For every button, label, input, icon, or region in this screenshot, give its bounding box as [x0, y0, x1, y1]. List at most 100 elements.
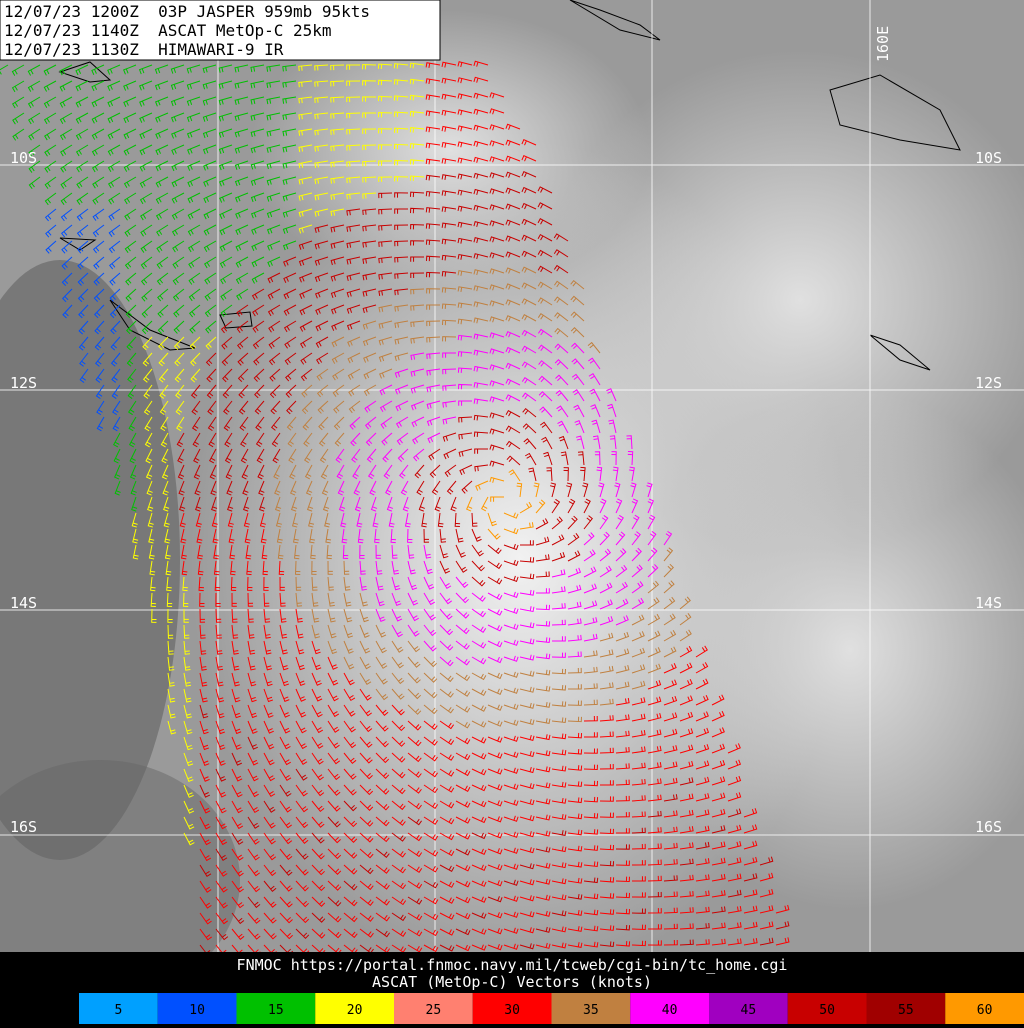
wind-barb: [215, 656, 224, 671]
wind-barb: [375, 640, 387, 654]
wind-barb: [571, 373, 585, 386]
wind-barb: [391, 752, 406, 763]
wind-barb: [489, 188, 505, 195]
wind-barb: [441, 222, 457, 229]
wind-barb: [215, 928, 229, 941]
wind-barb: [523, 438, 537, 450]
wind-barb: [521, 282, 537, 290]
wind-barb: [295, 624, 304, 639]
wind-barb: [519, 501, 533, 514]
wind-barb: [327, 912, 342, 923]
wind-barb: [521, 234, 537, 242]
wind-barb: [44, 176, 57, 189]
wind-barb: [519, 734, 535, 742]
wind-barb: [663, 842, 678, 850]
wind-barb: [92, 240, 105, 254]
wind-barb: [583, 532, 595, 546]
wind-barb: [283, 304, 297, 316]
wind-barb: [590, 404, 601, 418]
wind-barb: [266, 64, 281, 72]
wind-barb: [146, 480, 153, 496]
wind-barb: [140, 208, 153, 221]
wind-barb: [247, 688, 257, 703]
wind-barb: [407, 800, 422, 810]
wind-barb: [439, 544, 449, 559]
wind-barb: [473, 76, 489, 83]
wind-barb: [426, 336, 441, 343]
wind-barb: [535, 702, 551, 708]
wind-barb: [298, 80, 313, 88]
wind-barb: [327, 688, 339, 702]
wind-barb: [536, 588, 550, 594]
wind-barb: [327, 896, 342, 907]
wind-barb: [505, 139, 521, 146]
wind-barb: [295, 592, 303, 607]
wind-barb: [181, 560, 188, 576]
wind-barb: [583, 893, 599, 900]
wind-barb: [439, 704, 454, 714]
wind-barb: [455, 800, 471, 808]
wind-barb: [282, 112, 297, 121]
wind-barb: [362, 256, 377, 264]
wind-barb: [375, 784, 390, 795]
wind-barb: [346, 256, 361, 265]
wind-barb: [466, 496, 473, 512]
wind-barb: [505, 235, 521, 242]
wind-barb: [176, 416, 185, 432]
wind-barb: [426, 400, 441, 410]
wind-barb: [473, 237, 489, 244]
wind-barb: [221, 336, 233, 350]
wind-barb: [359, 848, 374, 859]
wind-barb: [170, 64, 185, 74]
wind-barb: [123, 80, 137, 91]
wind-barb: [503, 719, 519, 726]
wind-barb: [166, 576, 172, 592]
wind-barb: [455, 752, 471, 761]
legend-swatch: [394, 993, 473, 1024]
wind-barb: [580, 466, 586, 482]
wind-barb: [256, 448, 265, 464]
wind-barb: [537, 265, 553, 274]
wind-barb: [663, 613, 676, 626]
wind-barb: [567, 813, 583, 820]
wind-barb: [267, 304, 281, 317]
wind-barb: [407, 832, 423, 842]
wind-barb: [282, 176, 297, 186]
wind-barb: [711, 710, 725, 722]
wind-barb: [211, 512, 218, 528]
wind-barb: [327, 672, 339, 686]
wind-barb: [225, 464, 233, 480]
wind-barb: [489, 316, 505, 323]
wind-barb: [183, 752, 194, 767]
wind-barb: [489, 476, 505, 483]
wind-barb: [663, 630, 677, 642]
wind-barb: [299, 336, 313, 349]
wind-barb: [311, 864, 325, 876]
wind-barb: [301, 400, 313, 415]
wind-barb: [535, 910, 551, 917]
wind-barb: [535, 878, 551, 885]
wind-barb: [503, 751, 519, 758]
wind-barb: [759, 937, 774, 946]
wind-barb: [375, 672, 388, 685]
wind-barb: [343, 880, 358, 891]
wind-barb: [503, 607, 519, 614]
wind-barb: [379, 400, 393, 413]
wind-barb: [457, 61, 473, 68]
wind-barb: [311, 640, 321, 655]
wind-barb: [199, 832, 211, 846]
wind-barb: [346, 288, 361, 298]
wind-barb: [218, 144, 233, 154]
wind-barb: [352, 464, 361, 480]
wind-barb: [235, 256, 249, 268]
wind-barb: [599, 582, 613, 594]
wind-barb: [282, 128, 297, 137]
wind-barb: [59, 96, 73, 108]
wind-barb: [573, 404, 585, 418]
wind-barb: [359, 928, 374, 938]
wind-barb: [362, 336, 377, 347]
wind-barb: [567, 926, 583, 932]
wind-barb: [409, 127, 425, 133]
wind-barb: [338, 496, 346, 512]
wind-barb: [759, 856, 774, 866]
